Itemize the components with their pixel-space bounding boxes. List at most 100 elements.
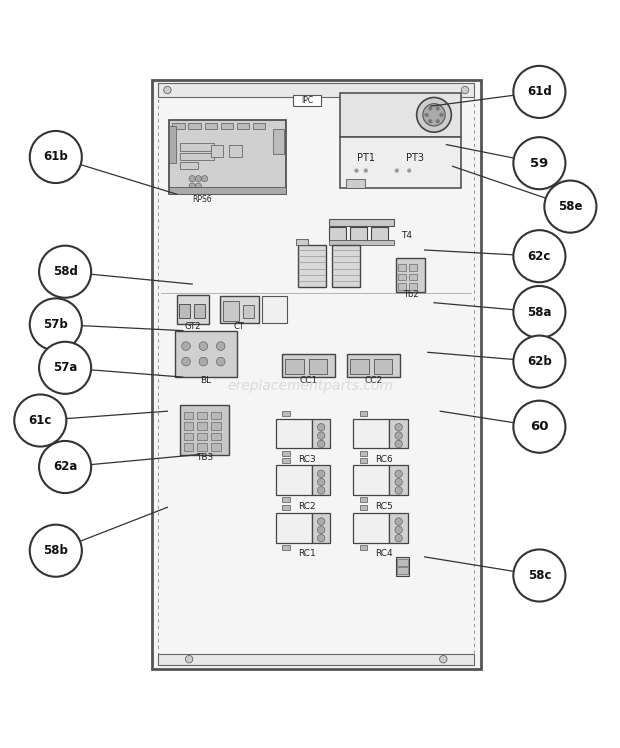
Bar bbox=[312, 465, 330, 495]
Circle shape bbox=[395, 518, 402, 525]
Circle shape bbox=[513, 550, 565, 601]
Bar bbox=[312, 513, 330, 542]
Bar bbox=[353, 419, 389, 448]
Circle shape bbox=[195, 176, 202, 182]
Bar bbox=[188, 123, 201, 129]
Bar bbox=[389, 513, 408, 542]
Bar bbox=[184, 433, 193, 441]
Text: CC2: CC2 bbox=[365, 375, 383, 384]
Text: ereplacementparts.com: ereplacementparts.com bbox=[227, 379, 393, 393]
Text: 58b: 58b bbox=[43, 545, 68, 557]
Bar bbox=[197, 423, 207, 430]
Bar bbox=[309, 358, 327, 374]
Bar bbox=[346, 179, 365, 188]
Bar bbox=[262, 296, 287, 323]
Bar bbox=[211, 144, 223, 157]
Bar bbox=[298, 245, 326, 287]
Text: GT2: GT2 bbox=[185, 322, 201, 331]
Circle shape bbox=[395, 432, 402, 439]
Circle shape bbox=[440, 113, 443, 117]
Text: RC2: RC2 bbox=[298, 502, 316, 511]
Circle shape bbox=[461, 86, 469, 94]
Text: 61c: 61c bbox=[29, 414, 52, 427]
Bar bbox=[396, 557, 409, 575]
Bar bbox=[220, 296, 259, 323]
Circle shape bbox=[425, 113, 428, 117]
Text: BL: BL bbox=[200, 376, 211, 385]
Bar bbox=[211, 444, 221, 451]
Circle shape bbox=[407, 169, 411, 173]
Bar bbox=[211, 412, 221, 420]
Bar bbox=[329, 227, 346, 241]
Bar bbox=[397, 568, 408, 574]
Text: 61d: 61d bbox=[527, 85, 552, 99]
Bar bbox=[398, 283, 406, 289]
Circle shape bbox=[417, 97, 451, 132]
Bar bbox=[340, 137, 461, 188]
Bar bbox=[389, 419, 408, 448]
Text: 62a: 62a bbox=[53, 461, 78, 473]
Bar bbox=[296, 239, 308, 245]
Bar bbox=[353, 465, 389, 495]
Bar bbox=[282, 451, 290, 456]
Circle shape bbox=[30, 524, 82, 577]
Bar bbox=[360, 497, 367, 503]
Circle shape bbox=[216, 342, 225, 351]
Circle shape bbox=[317, 423, 325, 431]
Bar bbox=[374, 358, 392, 374]
Bar bbox=[158, 654, 474, 665]
Bar bbox=[205, 123, 217, 129]
Bar bbox=[398, 264, 406, 271]
Bar bbox=[184, 412, 193, 420]
Circle shape bbox=[39, 245, 91, 298]
Bar bbox=[329, 219, 394, 227]
Bar bbox=[312, 419, 330, 448]
Text: 59: 59 bbox=[530, 156, 549, 170]
Bar bbox=[276, 465, 312, 495]
Bar bbox=[223, 301, 239, 321]
Bar bbox=[397, 560, 408, 565]
Circle shape bbox=[39, 441, 91, 493]
Bar bbox=[329, 240, 394, 245]
Circle shape bbox=[182, 342, 190, 351]
Circle shape bbox=[317, 432, 325, 439]
Text: PT3: PT3 bbox=[406, 153, 425, 163]
Circle shape bbox=[195, 183, 202, 189]
Bar bbox=[340, 93, 461, 137]
Circle shape bbox=[189, 183, 195, 189]
Circle shape bbox=[317, 526, 325, 533]
Bar bbox=[180, 144, 214, 151]
Text: 58d: 58d bbox=[53, 266, 78, 278]
Circle shape bbox=[39, 342, 91, 394]
Bar bbox=[194, 304, 205, 318]
Circle shape bbox=[395, 441, 402, 447]
Bar bbox=[253, 123, 265, 129]
Bar bbox=[282, 545, 290, 550]
Bar bbox=[221, 123, 233, 129]
Circle shape bbox=[513, 66, 565, 118]
Bar bbox=[152, 79, 480, 669]
Bar bbox=[169, 126, 176, 163]
Bar bbox=[229, 144, 242, 157]
Circle shape bbox=[355, 169, 358, 173]
Bar bbox=[398, 274, 406, 280]
Circle shape bbox=[395, 423, 402, 431]
Bar bbox=[360, 458, 367, 463]
Circle shape bbox=[30, 298, 82, 351]
Circle shape bbox=[513, 286, 565, 338]
Circle shape bbox=[513, 230, 565, 282]
Text: 57a: 57a bbox=[53, 361, 78, 374]
Circle shape bbox=[428, 106, 432, 110]
Circle shape bbox=[395, 487, 402, 494]
Bar bbox=[409, 264, 417, 271]
Circle shape bbox=[395, 470, 402, 477]
Bar bbox=[243, 304, 254, 318]
Circle shape bbox=[436, 120, 440, 123]
Circle shape bbox=[395, 535, 402, 542]
Bar bbox=[158, 83, 474, 96]
Text: 60: 60 bbox=[530, 420, 549, 433]
Bar bbox=[169, 187, 286, 194]
Circle shape bbox=[30, 131, 82, 183]
Circle shape bbox=[199, 342, 208, 351]
Text: 62b: 62b bbox=[527, 355, 552, 368]
